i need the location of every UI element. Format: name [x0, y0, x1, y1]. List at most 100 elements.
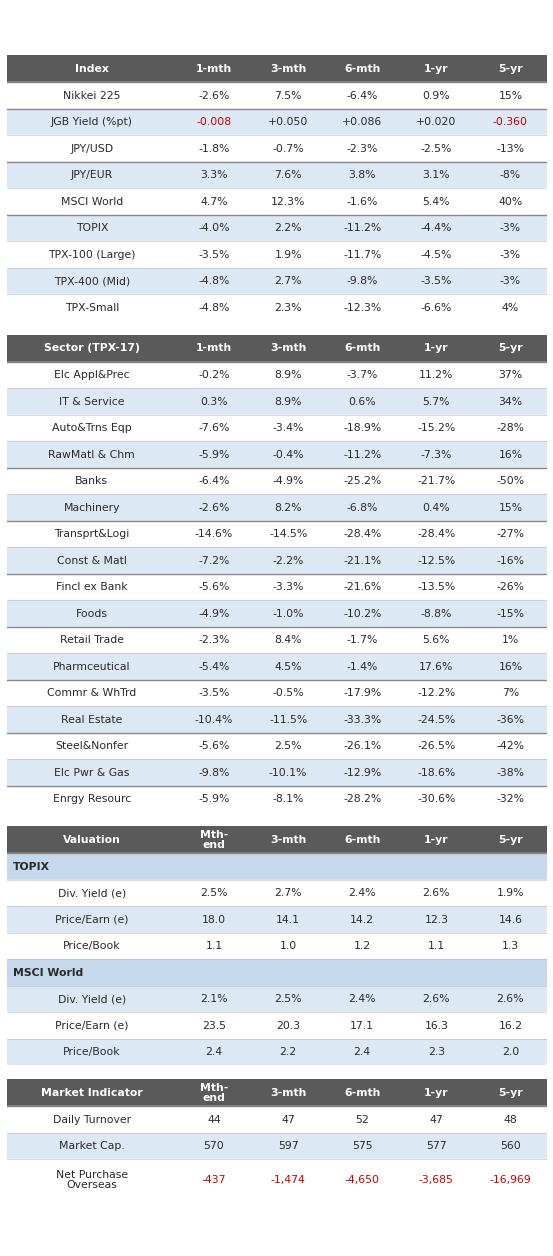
Text: -10.1%: -10.1%	[269, 767, 307, 777]
Text: -26.5%: -26.5%	[417, 741, 456, 751]
Text: 37%: 37%	[498, 371, 523, 381]
Text: 1.0: 1.0	[279, 941, 297, 951]
Text: 1-yr: 1-yr	[424, 835, 448, 845]
Text: Real Estate: Real Estate	[61, 715, 123, 725]
Text: +0.020: +0.020	[416, 117, 457, 127]
Bar	[7, 55, 547, 83]
Bar	[7, 826, 547, 854]
Text: -0.2%: -0.2%	[199, 371, 230, 381]
Text: MSCI World: MSCI World	[61, 197, 123, 207]
Text: -50%: -50%	[497, 476, 524, 486]
Text: -14.6%: -14.6%	[195, 529, 233, 539]
Text: -12.9%: -12.9%	[343, 767, 382, 777]
Text: 2.3: 2.3	[428, 1048, 445, 1058]
Bar	[7, 468, 547, 495]
Text: 2.5%: 2.5%	[274, 995, 302, 1005]
Text: 0.3%: 0.3%	[200, 397, 228, 407]
Text: 1-mth: 1-mth	[196, 343, 232, 353]
Text: 577: 577	[426, 1142, 447, 1150]
Text: 1-yr: 1-yr	[424, 343, 448, 353]
Text: -3.4%: -3.4%	[273, 423, 304, 433]
Text: 2.0: 2.0	[502, 1048, 519, 1058]
Text: 8.9%: 8.9%	[274, 397, 302, 407]
Text: -0.4%: -0.4%	[273, 450, 304, 460]
Bar	[7, 548, 547, 574]
Text: 5-yr: 5-yr	[498, 343, 523, 353]
Text: 2.5%: 2.5%	[200, 888, 228, 898]
Text: 1.3: 1.3	[502, 941, 519, 951]
Text: 2.6%: 2.6%	[422, 888, 450, 898]
Text: 3.8%: 3.8%	[348, 171, 376, 180]
Text: -3%: -3%	[500, 276, 521, 286]
Text: Transprt&Logi: Transprt&Logi	[54, 529, 129, 539]
Text: JPY/USD: JPY/USD	[70, 143, 113, 153]
Bar	[7, 188, 547, 215]
Text: 23.5: 23.5	[202, 1021, 226, 1031]
Text: 4.7%: 4.7%	[200, 197, 228, 207]
Text: -3%: -3%	[500, 250, 521, 260]
Text: -32%: -32%	[497, 794, 524, 804]
Text: -12.2%: -12.2%	[417, 688, 456, 698]
Text: 16%: 16%	[498, 662, 523, 672]
Text: Retail Trade: Retail Trade	[60, 636, 124, 646]
Text: 5.4%: 5.4%	[422, 197, 450, 207]
Text: Mth-
end: Mth- end	[200, 829, 228, 850]
Text: 47: 47	[430, 1114, 443, 1124]
Bar	[7, 495, 547, 521]
Text: 52: 52	[356, 1114, 369, 1124]
Text: -12.3%: -12.3%	[343, 303, 382, 313]
Bar	[7, 215, 547, 241]
Text: 17.1: 17.1	[350, 1021, 374, 1031]
Text: 16%: 16%	[498, 450, 523, 460]
Text: -3.5%: -3.5%	[199, 250, 229, 260]
Text: -24.5%: -24.5%	[417, 715, 456, 725]
Text: TPX-Small: TPX-Small	[65, 303, 119, 313]
Text: IT & Service: IT & Service	[59, 397, 124, 407]
Text: -5.9%: -5.9%	[199, 450, 229, 460]
Text: -4.9%: -4.9%	[273, 476, 304, 486]
Text: Price/Book: Price/Book	[63, 1048, 121, 1058]
Text: 1.2: 1.2	[354, 941, 371, 951]
Text: -11.2%: -11.2%	[343, 450, 382, 460]
Text: -18.6%: -18.6%	[417, 767, 456, 777]
Bar	[7, 734, 547, 760]
Text: -7.3%: -7.3%	[421, 450, 452, 460]
Text: -28%: -28%	[497, 423, 524, 433]
Text: 2.2%: 2.2%	[274, 224, 302, 234]
Text: Pharmceutical: Pharmceutical	[53, 662, 131, 672]
Text: -1,474: -1,474	[271, 1174, 306, 1184]
Text: 1.9%: 1.9%	[274, 250, 302, 260]
Text: -6.4%: -6.4%	[347, 90, 378, 100]
Bar	[7, 294, 547, 322]
Text: 11.2%: 11.2%	[419, 371, 453, 381]
Text: Steel&Nonfer: Steel&Nonfer	[55, 741, 128, 751]
Text: 575: 575	[352, 1142, 373, 1150]
Text: 40%: 40%	[498, 197, 523, 207]
Bar	[7, 627, 547, 653]
Text: -1.0%: -1.0%	[273, 609, 304, 619]
Text: -1.4%: -1.4%	[347, 662, 378, 672]
Text: -5.6%: -5.6%	[199, 583, 229, 593]
Bar	[7, 1012, 547, 1039]
Bar	[7, 600, 547, 627]
Text: 5-yr: 5-yr	[498, 1088, 523, 1098]
Text: -4.5%: -4.5%	[421, 250, 452, 260]
Text: -7.2%: -7.2%	[199, 555, 229, 565]
Text: Div. Yield (e): Div. Yield (e)	[58, 995, 126, 1005]
Text: -18.9%: -18.9%	[343, 423, 382, 433]
Text: 2.7%: 2.7%	[274, 888, 302, 898]
Text: -12.5%: -12.5%	[417, 555, 456, 565]
Text: -14.5%: -14.5%	[269, 529, 307, 539]
Text: Elc Appl&Prec: Elc Appl&Prec	[54, 371, 129, 381]
Text: 7%: 7%	[502, 688, 519, 698]
Bar	[7, 414, 547, 441]
Bar	[7, 1107, 547, 1133]
Bar	[7, 574, 547, 600]
Text: -0.5%: -0.5%	[273, 688, 304, 698]
Text: 2.6%: 2.6%	[422, 995, 450, 1005]
Text: 8.2%: 8.2%	[274, 502, 302, 512]
Text: -4.9%: -4.9%	[199, 609, 229, 619]
Text: -2.2%: -2.2%	[273, 555, 304, 565]
Text: 2.6%: 2.6%	[497, 995, 524, 1005]
Text: TPX-100 (Large): TPX-100 (Large)	[48, 250, 135, 260]
